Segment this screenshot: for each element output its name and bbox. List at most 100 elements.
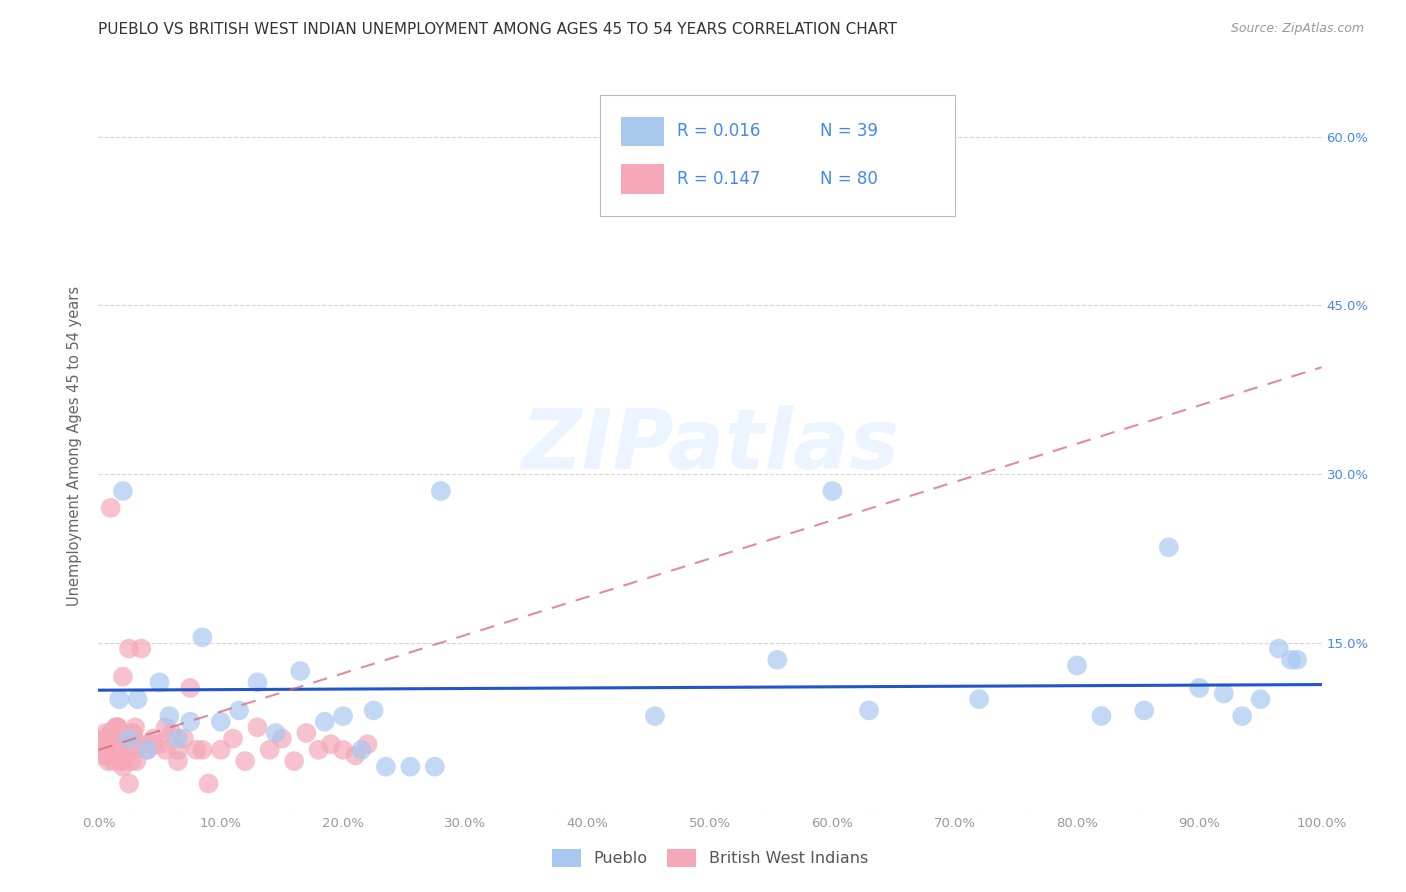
- Point: [157, 709, 180, 723]
- Point: [228, 703, 250, 717]
- FancyBboxPatch shape: [600, 95, 955, 216]
- Point: [332, 743, 354, 757]
- Point: [96, 748, 118, 763]
- Point: [179, 681, 201, 695]
- Point: [423, 760, 446, 774]
- Point: [112, 731, 135, 746]
- Point: [839, 112, 862, 127]
- Point: [167, 731, 190, 746]
- Point: [197, 776, 219, 790]
- Point: [114, 731, 136, 746]
- Point: [350, 743, 373, 757]
- Point: [259, 743, 281, 757]
- Point: [108, 748, 131, 763]
- Point: [1286, 653, 1309, 667]
- Point: [105, 720, 128, 734]
- Point: [209, 714, 232, 729]
- Point: [319, 737, 342, 751]
- Text: ZIPatlas: ZIPatlas: [522, 406, 898, 486]
- Point: [155, 743, 177, 757]
- Point: [149, 675, 172, 690]
- Point: [94, 726, 117, 740]
- Text: Source: ZipAtlas.com: Source: ZipAtlas.com: [1230, 22, 1364, 36]
- Point: [233, 754, 256, 768]
- Point: [97, 743, 120, 757]
- Bar: [620, 164, 664, 194]
- Point: [91, 748, 114, 763]
- Point: [97, 754, 120, 768]
- Point: [374, 760, 396, 774]
- Legend: Pueblo, British West Indians: Pueblo, British West Indians: [546, 843, 875, 873]
- Point: [91, 743, 114, 757]
- Point: [101, 754, 124, 768]
- Point: [129, 641, 152, 656]
- Point: [110, 737, 132, 751]
- Point: [121, 726, 143, 740]
- Point: [107, 743, 129, 757]
- Point: [117, 743, 139, 757]
- Point: [98, 737, 121, 751]
- Point: [283, 754, 305, 768]
- Point: [98, 743, 121, 757]
- Point: [209, 743, 232, 757]
- Point: [1090, 709, 1112, 723]
- Point: [160, 726, 183, 740]
- Point: [121, 726, 143, 740]
- Point: [124, 743, 146, 757]
- Point: [246, 720, 269, 734]
- Text: N = 80: N = 80: [820, 170, 877, 188]
- Point: [112, 743, 135, 757]
- Point: [142, 731, 165, 746]
- Point: [120, 754, 142, 768]
- Point: [127, 737, 149, 751]
- Point: [136, 743, 159, 757]
- Point: [142, 737, 165, 751]
- Point: [127, 692, 149, 706]
- Point: [118, 641, 141, 656]
- Point: [104, 720, 127, 734]
- Point: [295, 726, 318, 740]
- Point: [101, 737, 124, 751]
- Point: [100, 500, 122, 515]
- Point: [1279, 653, 1302, 667]
- Point: [105, 720, 128, 734]
- Point: [858, 703, 880, 717]
- Point: [111, 760, 134, 774]
- Point: [344, 748, 367, 763]
- Point: [430, 483, 453, 498]
- Point: [110, 754, 132, 768]
- Point: [167, 754, 190, 768]
- Point: [821, 483, 844, 498]
- Point: [186, 743, 208, 757]
- Bar: [620, 117, 664, 146]
- Point: [356, 737, 378, 751]
- Point: [314, 714, 336, 729]
- Point: [967, 692, 990, 706]
- Point: [103, 743, 125, 757]
- Point: [1188, 681, 1211, 695]
- Point: [173, 731, 195, 746]
- Point: [1268, 641, 1291, 656]
- Point: [290, 664, 312, 678]
- Point: [93, 737, 115, 751]
- Point: [111, 670, 134, 684]
- Point: [1230, 709, 1253, 723]
- Text: R = 0.016: R = 0.016: [678, 121, 761, 140]
- Text: N = 39: N = 39: [820, 121, 879, 140]
- Point: [270, 731, 294, 746]
- Point: [264, 726, 287, 740]
- Point: [90, 737, 112, 751]
- Point: [114, 731, 136, 746]
- Point: [1066, 658, 1088, 673]
- Point: [111, 483, 134, 498]
- Point: [124, 720, 146, 734]
- Point: [179, 714, 201, 729]
- Point: [118, 743, 141, 757]
- Point: [136, 743, 159, 757]
- Point: [1133, 703, 1156, 717]
- Point: [111, 754, 134, 768]
- Point: [118, 731, 141, 746]
- Point: [94, 731, 117, 746]
- Point: [644, 709, 666, 723]
- Point: [167, 743, 190, 757]
